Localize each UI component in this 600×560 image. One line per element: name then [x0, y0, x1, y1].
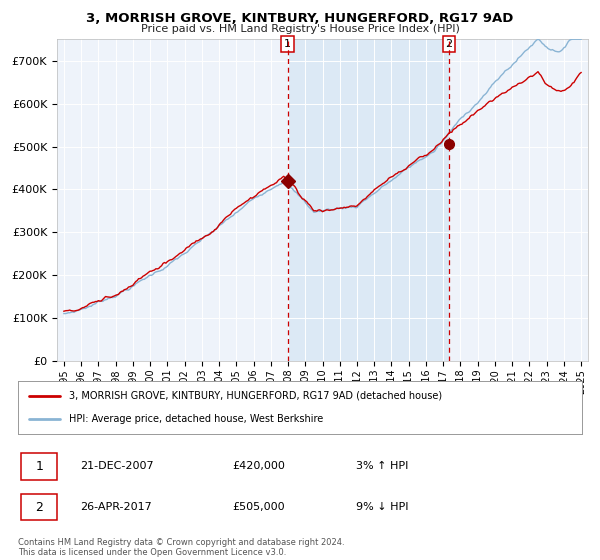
Text: 2: 2: [445, 39, 452, 49]
Text: 1: 1: [284, 39, 291, 49]
Text: 21-DEC-2007: 21-DEC-2007: [80, 461, 154, 472]
FancyBboxPatch shape: [21, 494, 58, 520]
Text: 9% ↓ HPI: 9% ↓ HPI: [356, 502, 409, 512]
Text: HPI: Average price, detached house, West Berkshire: HPI: Average price, detached house, West…: [69, 414, 323, 424]
Text: £420,000: £420,000: [232, 461, 285, 472]
Text: 2: 2: [35, 501, 43, 514]
Text: 3% ↑ HPI: 3% ↑ HPI: [356, 461, 409, 472]
FancyBboxPatch shape: [21, 453, 58, 480]
Bar: [287, 39, 449, 361]
Text: 26-APR-2017: 26-APR-2017: [80, 502, 152, 512]
Text: Price paid vs. HM Land Registry's House Price Index (HPI): Price paid vs. HM Land Registry's House …: [140, 24, 460, 34]
Text: 1: 1: [35, 460, 43, 473]
Text: Contains HM Land Registry data © Crown copyright and database right 2024.
This d: Contains HM Land Registry data © Crown c…: [18, 538, 344, 557]
Text: 3, MORRISH GROVE, KINTBURY, HUNGERFORD, RG17 9AD (detached house): 3, MORRISH GROVE, KINTBURY, HUNGERFORD, …: [69, 391, 442, 401]
Text: £505,000: £505,000: [232, 502, 285, 512]
Text: 3, MORRISH GROVE, KINTBURY, HUNGERFORD, RG17 9AD: 3, MORRISH GROVE, KINTBURY, HUNGERFORD, …: [86, 12, 514, 25]
